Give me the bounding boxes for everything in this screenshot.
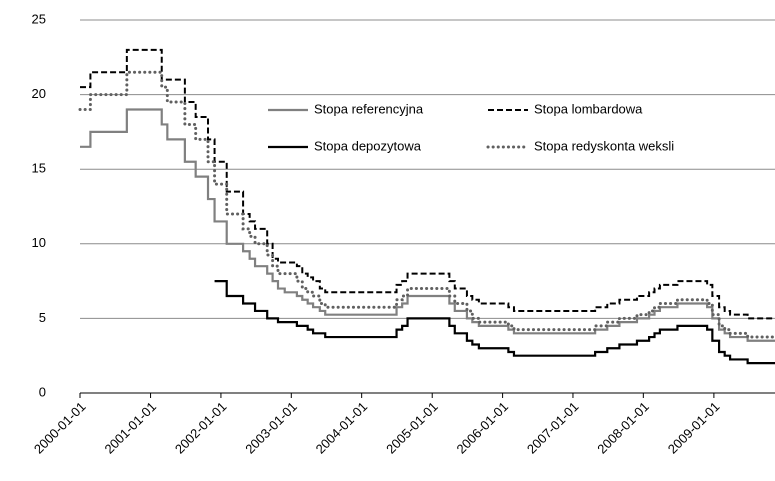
legend-label: Stopa referencyjna [314, 101, 424, 116]
x-tick-label: 2005-01-01 [383, 399, 441, 457]
legend-label: Stopa depozytowa [314, 138, 422, 153]
x-tick-label: 2007-01-01 [524, 399, 582, 457]
x-tick-label: 2004-01-01 [313, 399, 371, 457]
y-tick-label: 20 [32, 86, 46, 101]
x-tick-label: 2002-01-01 [172, 399, 230, 457]
x-tick-label: 2009-01-01 [665, 399, 723, 457]
y-tick-label: 15 [32, 161, 46, 176]
x-tick-label: 2008-01-01 [594, 399, 652, 457]
y-tick-label: 25 [32, 11, 46, 26]
x-tick-label: 2003-01-01 [242, 399, 300, 457]
x-tick-label: 2001-01-01 [101, 399, 159, 457]
rate-line [80, 108, 775, 342]
y-tick-label: 10 [32, 235, 46, 250]
x-tick-label: 2006-01-01 [454, 399, 512, 457]
rate-line [78, 70, 775, 339]
rate-line [80, 48, 775, 320]
rate-line [214, 280, 775, 365]
legend-label: Stopa redyskonta weksli [534, 138, 674, 153]
y-tick-label: 0 [39, 384, 46, 399]
x-tick-label: 2000-01-01 [31, 399, 89, 457]
y-tick-label: 5 [39, 310, 46, 325]
legend-label: Stopa lombardowa [534, 101, 643, 116]
